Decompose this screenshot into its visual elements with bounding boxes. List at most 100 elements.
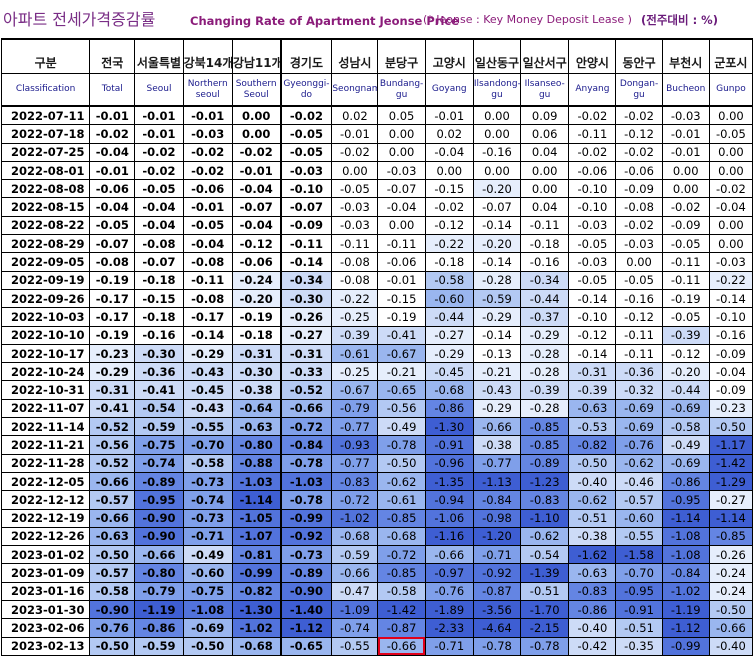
table-cell: -0.94 — [424, 490, 474, 510]
table-cell: -0.29 — [472, 307, 522, 327]
table-cell: -0.02 — [134, 160, 184, 181]
table-cell: -0.22 — [708, 270, 754, 290]
table-cell: 0.00 — [231, 124, 282, 144]
row-date: 2022-09-26 — [0, 288, 91, 309]
table-cell: -0.02 — [182, 160, 233, 181]
table-cell: -0.08 — [182, 252, 233, 272]
table-cell: -0.54 — [520, 545, 570, 565]
table-cell: -0.30 — [134, 343, 184, 364]
table-row: 2022-10-17 -0.23 -0.30 -0.29 -0.31 -0.31 -0.61… — [0, 343, 754, 364]
row-date: 2022-08-01 — [0, 160, 91, 181]
table-cell: -0.21 — [377, 362, 426, 382]
column-header-en: Bundang-gu — [377, 73, 426, 107]
table-cell: -1.08 — [661, 545, 710, 565]
table-cell: -0.07 — [472, 197, 522, 217]
table-cell: -0.03 — [377, 160, 426, 181]
table-cell: -0.85 — [520, 417, 570, 437]
table-cell: -0.31 — [279, 343, 333, 364]
table-cell: -1.14 — [231, 490, 282, 510]
table-cell: -1.12 — [279, 618, 333, 638]
table-cell: -0.20 — [231, 288, 282, 309]
table-cell: -0.62 — [377, 471, 426, 492]
table-cell: -0.03 — [708, 252, 754, 272]
table-cell: -0.76 — [615, 435, 663, 455]
column-header-en: Seongnam — [331, 73, 379, 107]
table-cell: -0.10 — [568, 179, 617, 199]
table-cell: -0.07 — [89, 234, 136, 254]
table-cell: -0.89 — [520, 453, 570, 473]
table-cell: -0.17 — [182, 307, 233, 327]
table-cell: -0.88 — [231, 453, 282, 473]
column-header-en: Total — [89, 73, 136, 107]
table-cell: -0.04 — [89, 142, 136, 162]
table-cell: -0.54 — [134, 398, 184, 419]
table-cell: -0.05 — [331, 179, 379, 199]
row-date: 2022-08-08 — [0, 179, 91, 199]
table-cell: -0.05 — [182, 215, 233, 236]
column-header-ko: 군포시 — [708, 38, 754, 74]
table-cell: -0.73 — [182, 508, 233, 528]
column-header-ko: 일산동구 — [472, 38, 522, 74]
table-cell: -0.66 — [134, 545, 184, 565]
table-cell: -0.07 — [231, 197, 282, 217]
table-cell: -0.71 — [424, 636, 474, 656]
column-header-en: Anyang — [568, 73, 617, 107]
table-cell: -0.12 — [424, 215, 474, 236]
table-cell: -1.40 — [279, 600, 333, 620]
table-cell: -0.20 — [472, 234, 522, 254]
table-row: 2023-01-16 -0.58 -0.79 -0.75 -0.82 -0.90 -0.47… — [0, 581, 754, 602]
table-cell: -0.90 — [134, 508, 184, 528]
table-cell: -1.29 — [708, 471, 754, 492]
title-bar: 아파트 전세가격증감률 Changing Rate of Apartment J… — [0, 0, 755, 38]
table-cell: -0.29 — [520, 325, 570, 345]
table-cell: -0.87 — [472, 581, 522, 602]
table-cell: -0.05 — [568, 270, 617, 290]
table-cell: 0.00 — [708, 215, 754, 236]
table-cell: -0.08 — [331, 252, 379, 272]
table-cell: -0.26 — [708, 545, 754, 565]
table-cell: -0.82 — [568, 435, 617, 455]
table-cell: -0.78 — [377, 435, 426, 455]
table-cell: -0.59 — [134, 417, 184, 437]
table-cell: -0.34 — [520, 270, 570, 290]
table-row: 2022-08-29 -0.07 -0.08 -0.04 -0.12 -0.11 -0.11… — [0, 234, 754, 254]
table-cell: -0.11 — [568, 124, 617, 144]
table-cell: -0.50 — [89, 636, 136, 656]
table-cell: -0.28 — [520, 362, 570, 382]
table-cell: -0.80 — [134, 563, 184, 583]
table-row: 2023-02-06 -0.76 -0.86 -0.69 -1.02 -1.12 -0.74… — [0, 618, 754, 638]
table-cell: -0.77 — [331, 453, 379, 473]
table-cell: -0.02 — [134, 142, 184, 162]
table-cell: -0.11 — [520, 215, 570, 236]
table-row: 2023-02-13 -0.50 -0.59 -0.50 -0.68 -0.65 -0.55… — [0, 636, 754, 656]
table-cell: 0.05 — [377, 105, 426, 126]
table-cell: -0.33 — [279, 362, 333, 382]
table-cell: -0.02 — [279, 105, 333, 126]
table-cell: -0.61 — [331, 343, 379, 364]
table-cell: -0.06 — [377, 252, 426, 272]
row-date: 2023-02-06 — [0, 618, 91, 638]
table-cell: -0.10 — [568, 307, 617, 327]
table-cell: 0.00 — [708, 142, 754, 162]
table-cell: -1.19 — [661, 600, 710, 620]
table-cell: 0.00 — [661, 160, 710, 181]
table-cell: -0.75 — [182, 581, 233, 602]
table-cell: -1.13 — [472, 471, 522, 492]
column-header-en: Gunpo — [708, 73, 754, 107]
table-cell: -0.13 — [472, 343, 522, 364]
table-cell: -0.85 — [708, 526, 754, 547]
table-cell: -0.99 — [661, 636, 710, 656]
table-cell: -0.06 — [615, 160, 663, 181]
table-cell: -0.19 — [89, 270, 136, 290]
table-cell: -0.05 — [279, 124, 333, 144]
row-date: 2023-02-13 — [0, 636, 91, 656]
table-cell: -0.16 — [134, 325, 184, 345]
table-cell: -0.11 — [331, 234, 379, 254]
table-cell: -0.15 — [377, 288, 426, 309]
table-cell: 0.00 — [377, 142, 426, 162]
table-cell: -0.62 — [568, 490, 617, 510]
table-cell: -0.67 — [377, 343, 426, 364]
row-date: 2022-10-03 — [0, 307, 91, 327]
column-header-en: Classification — [0, 73, 91, 107]
table-cell: -0.52 — [279, 380, 333, 400]
